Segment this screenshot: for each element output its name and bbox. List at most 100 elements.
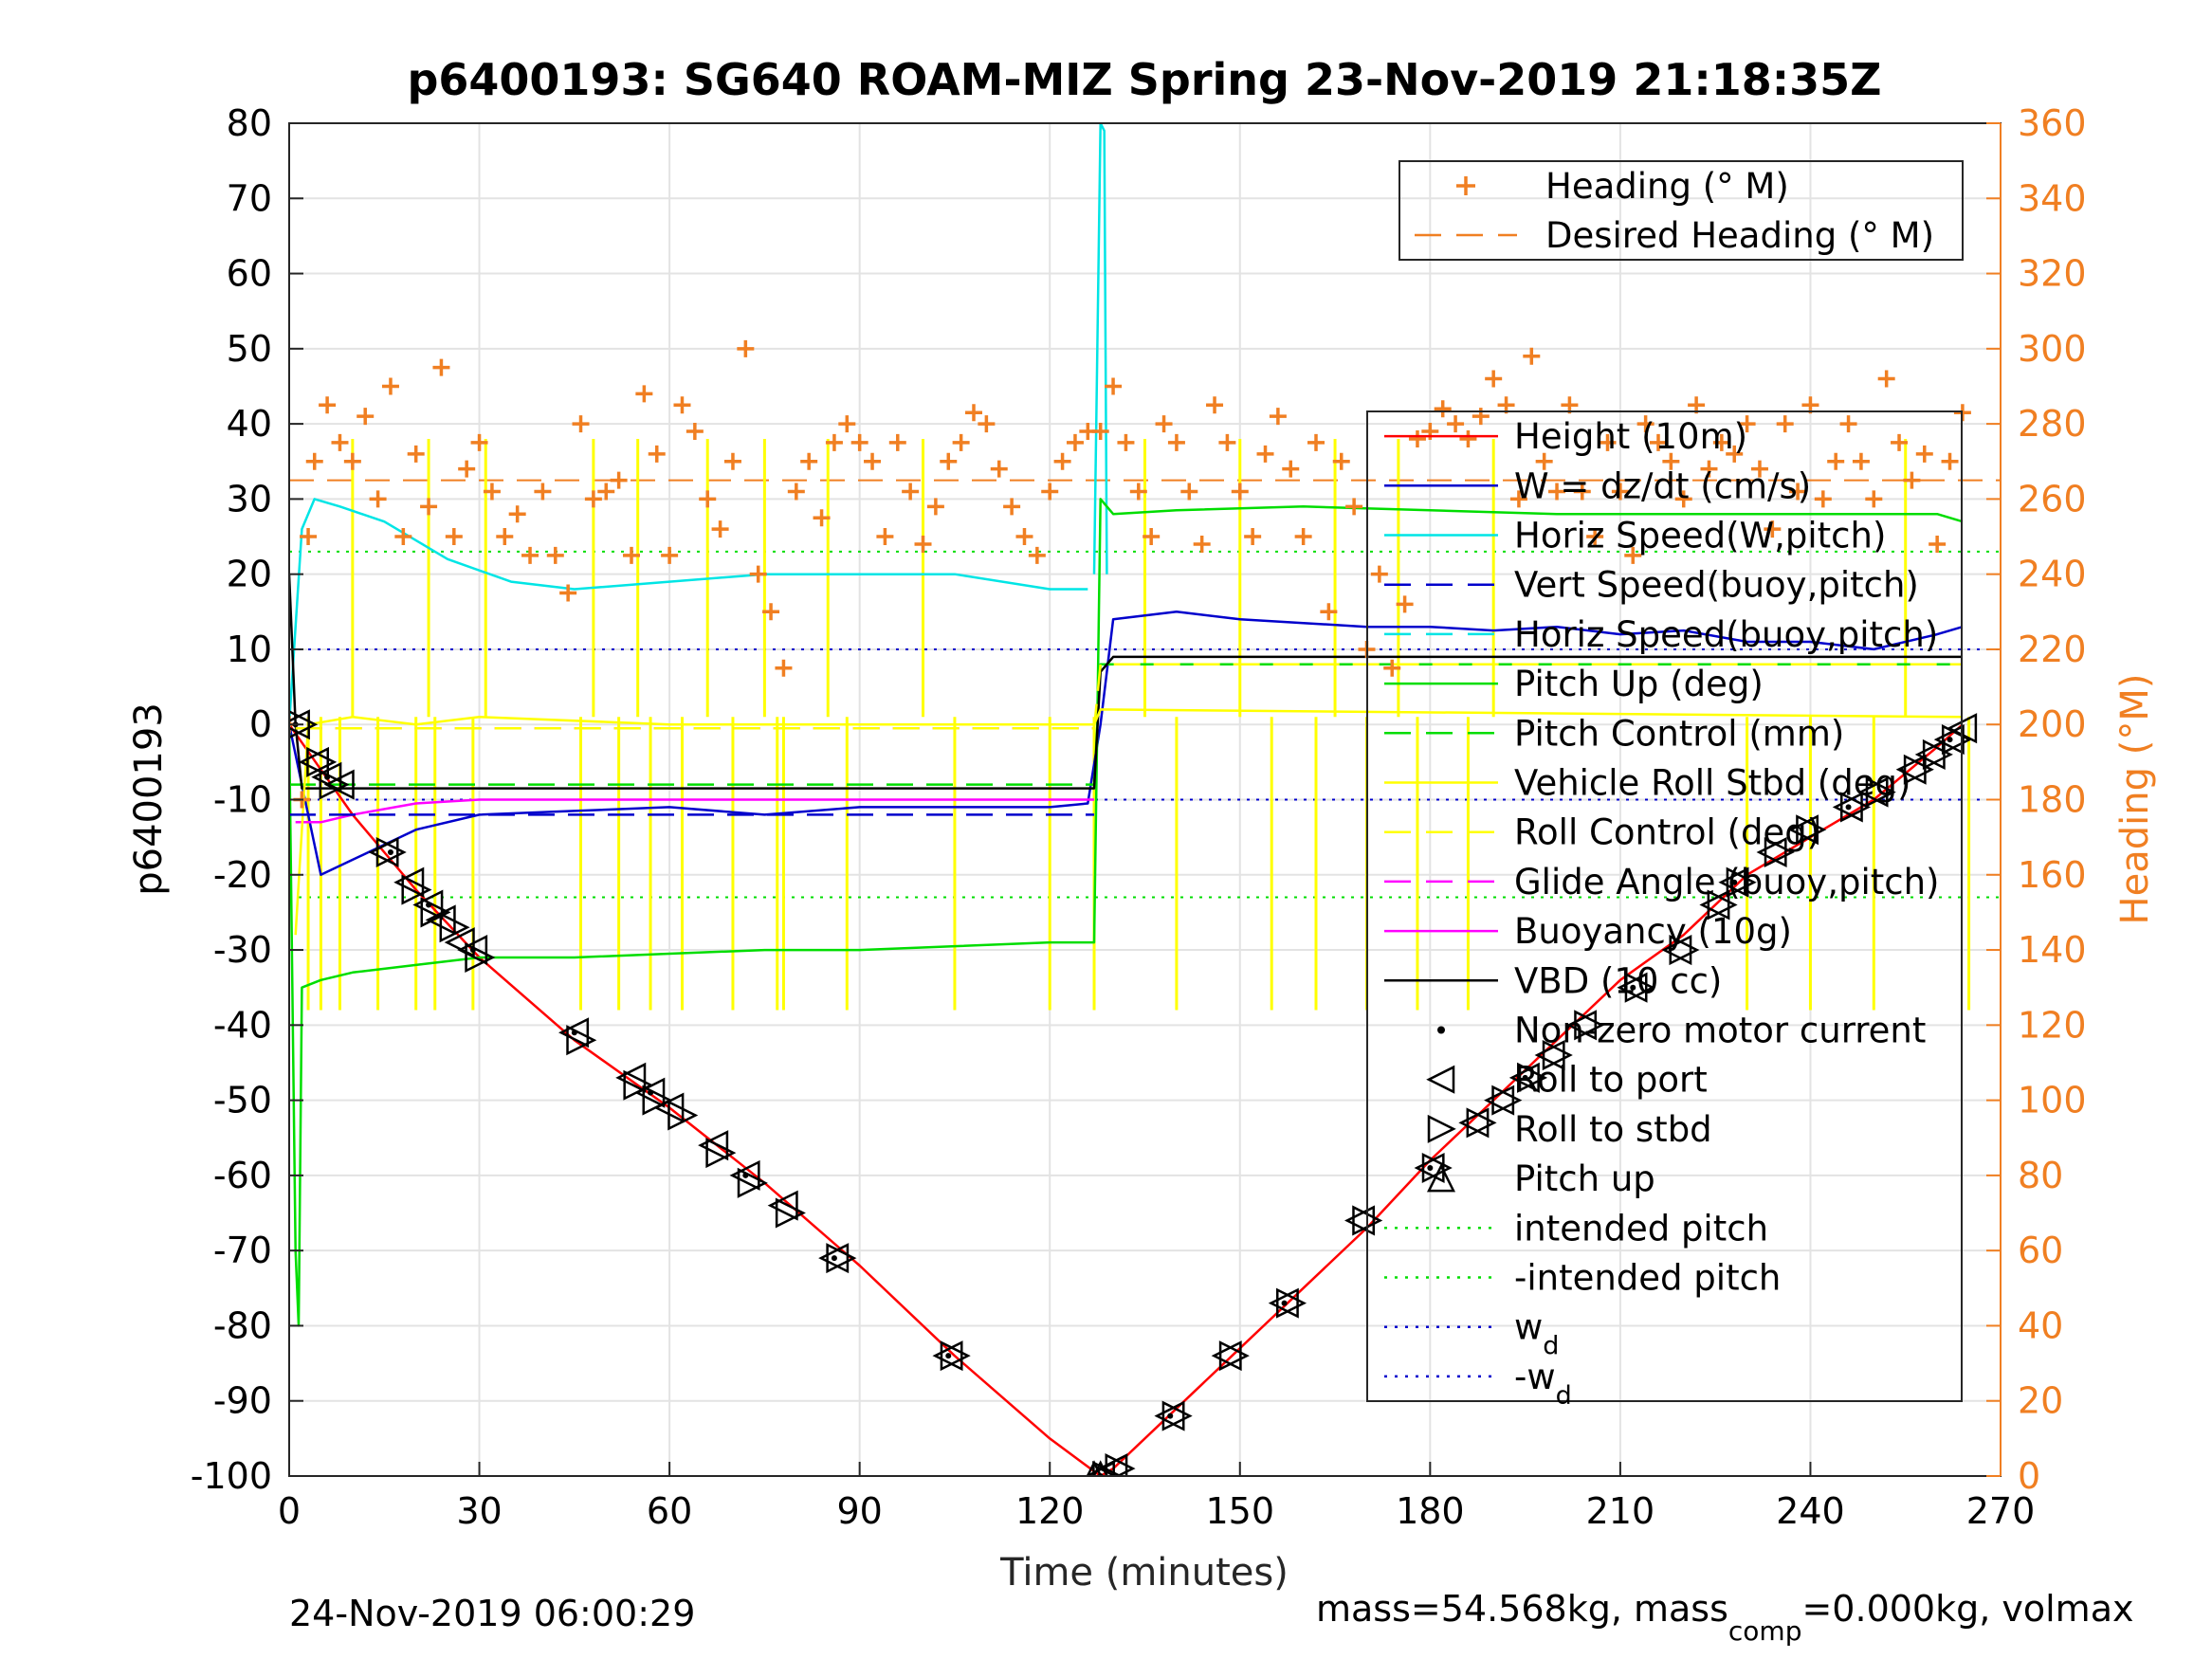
heading-point bbox=[1193, 535, 1211, 553]
heading-point bbox=[1523, 347, 1541, 365]
series-line bbox=[289, 611, 1964, 877]
roll-stbd-marker bbox=[566, 1025, 597, 1056]
roll-port-marker bbox=[558, 1017, 590, 1048]
roll-stbd-marker bbox=[306, 746, 338, 777]
heading-point bbox=[1459, 429, 1477, 447]
x-tick-label: 30 bbox=[456, 1490, 502, 1532]
heading-point bbox=[914, 535, 932, 553]
heading-point bbox=[534, 483, 552, 501]
roll-port-marker bbox=[615, 1062, 647, 1093]
roll-port-marker bbox=[1756, 836, 1787, 868]
motor-current-dot bbox=[426, 902, 432, 908]
heading-point bbox=[305, 452, 323, 470]
roll-stbd-marker bbox=[1764, 836, 1795, 868]
legend-label: Desired Heading (° M) bbox=[1545, 215, 1934, 256]
roll-stbd-marker bbox=[439, 912, 470, 943]
heading-point bbox=[1877, 370, 1895, 388]
roll-port-marker bbox=[1661, 935, 1692, 966]
y2-tick-label: 300 bbox=[2018, 328, 2087, 370]
roll-stbd-marker bbox=[420, 897, 451, 928]
heading-point bbox=[1231, 483, 1249, 501]
legend-label: Glide Angle (buoy,pitch) bbox=[1514, 862, 1939, 902]
y2-tick-label: 280 bbox=[2018, 403, 2087, 445]
series-line bbox=[295, 798, 1094, 824]
heading-point bbox=[648, 445, 666, 463]
roll-port-marker bbox=[818, 1243, 850, 1274]
legend-label: Pitch Up (deg) bbox=[1514, 664, 1764, 704]
heading-markers bbox=[289, 339, 1971, 809]
legend-symbol bbox=[1426, 1065, 1455, 1094]
roll-stbd-marker bbox=[826, 1243, 857, 1274]
heading-point bbox=[508, 505, 526, 523]
motor-current-dot bbox=[1522, 1074, 1528, 1081]
heading-point bbox=[1573, 483, 1591, 501]
axes: 0 30 60 90 120 150 180 210 240 270 80 70 60 50 40 30 20 1… bbox=[191, 102, 2087, 1532]
y-tick-label: 30 bbox=[227, 478, 272, 520]
heading-point bbox=[1586, 528, 1604, 546]
heading-point bbox=[952, 433, 970, 451]
motor-current-dot bbox=[571, 1030, 577, 1036]
roll-stbd-marker bbox=[940, 1340, 971, 1372]
heading-point bbox=[343, 452, 361, 470]
motor-current-dot bbox=[1281, 1300, 1288, 1306]
heading-point bbox=[1535, 452, 1553, 470]
legend-label: Buoyancy (10g) bbox=[1514, 911, 1792, 952]
heading-point bbox=[1599, 433, 1617, 451]
footer-mass-sub: comp bbox=[1728, 1615, 1802, 1647]
roll-port-marker bbox=[1154, 1400, 1185, 1431]
heading-point bbox=[1903, 471, 1921, 489]
roll-stbd-marker bbox=[1517, 1062, 1548, 1093]
motor-current-dot bbox=[1630, 984, 1636, 991]
heading-point bbox=[775, 659, 793, 677]
roll-port-marker bbox=[1895, 754, 1927, 785]
heading-point bbox=[496, 528, 514, 546]
series-line bbox=[289, 574, 1963, 790]
heading-point bbox=[1865, 490, 1883, 508]
legend-label: Horiz Speed(W,pitch) bbox=[1514, 516, 1886, 556]
y2-tick-label: 320 bbox=[2018, 253, 2087, 295]
roll-stbd-marker bbox=[1707, 889, 1738, 921]
motor-current-dot bbox=[1947, 737, 1953, 743]
heading-point bbox=[331, 433, 349, 451]
motor-current-dot bbox=[387, 848, 393, 855]
heading-point bbox=[1015, 528, 1033, 546]
y2-tick-label: 240 bbox=[2018, 554, 2087, 595]
footer-mass-main: mass=54.568kg, mass bbox=[1316, 1588, 1728, 1630]
roll-port-marker bbox=[1933, 724, 1965, 756]
heading-point bbox=[1814, 490, 1832, 508]
motor-current-dot bbox=[469, 947, 476, 954]
heading-point bbox=[1143, 528, 1161, 546]
legend-label: Vehicle Roll Stbd (deg) bbox=[1514, 763, 1910, 804]
roll-stbd-marker bbox=[667, 1100, 699, 1131]
roll-port-marker bbox=[393, 866, 425, 898]
heading-point bbox=[407, 445, 425, 463]
legend-symbol bbox=[1426, 1163, 1456, 1193]
heading-point bbox=[521, 546, 539, 564]
motor-current-dot bbox=[648, 1089, 654, 1096]
heading-point bbox=[1206, 396, 1224, 414]
roll-stbd-marker bbox=[705, 1138, 737, 1169]
heading-point bbox=[1915, 445, 1933, 463]
y2-tick-label: 20 bbox=[2018, 1380, 2063, 1422]
motor-current-dot bbox=[1731, 879, 1738, 885]
heading-point bbox=[1117, 433, 1135, 451]
heading-point bbox=[1852, 452, 1870, 470]
x-tick-label: 60 bbox=[647, 1490, 692, 1532]
legend-label: -intended pitch bbox=[1514, 1258, 1781, 1299]
heading-point bbox=[1256, 445, 1274, 463]
motor-current-dot bbox=[1167, 1413, 1174, 1419]
legend-main: Height (10m) W = dz/dt (cm/s) Horiz Speed(… bbox=[1366, 410, 1963, 1411]
roll-port-marker bbox=[1565, 1010, 1598, 1041]
roll-port-marker bbox=[323, 769, 355, 800]
roll-port-marker bbox=[767, 1190, 798, 1221]
legend-label: Pitch Control (mm) bbox=[1514, 713, 1844, 754]
footer-date: 24-Nov-2019 06:00:29 bbox=[289, 1593, 695, 1634]
heading-point bbox=[940, 452, 958, 470]
heading-point bbox=[1434, 400, 1452, 418]
roll-stbd-marker bbox=[1491, 1085, 1523, 1116]
heading-point bbox=[711, 520, 729, 538]
heading-point bbox=[1129, 483, 1147, 501]
legend-label: intended pitch bbox=[1514, 1208, 1768, 1249]
legend-label: Roll to port bbox=[1514, 1060, 1708, 1101]
